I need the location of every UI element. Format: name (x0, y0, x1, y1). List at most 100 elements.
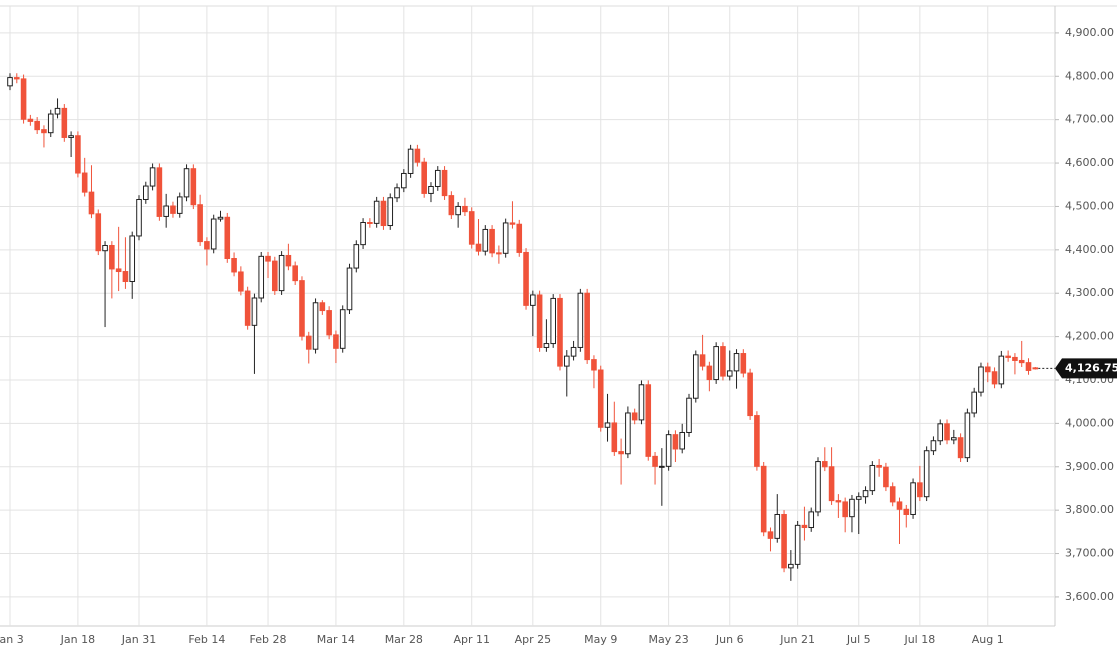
y-tick-label: 4,300.00 (1065, 286, 1114, 299)
candle-body (61, 107, 68, 138)
candle-body (760, 465, 767, 533)
candle-body (353, 244, 360, 269)
candle-body (740, 353, 747, 374)
candle-body (468, 211, 475, 245)
candle-body (380, 200, 387, 227)
candle-body (75, 135, 81, 174)
candle-body (794, 524, 801, 565)
candle-body (489, 228, 495, 254)
candle-body (292, 265, 298, 282)
candle-body (407, 148, 414, 174)
candle-body (706, 365, 713, 381)
candle-body (883, 466, 889, 488)
candle-body (896, 501, 903, 510)
candle-body (299, 280, 305, 337)
candle-body (1005, 355, 1011, 358)
y-tick-label: 3,700.00 (1065, 547, 1114, 560)
candle-body (645, 384, 652, 457)
candle-body (27, 118, 34, 122)
candle-body (136, 199, 142, 237)
candle-body (122, 271, 129, 283)
candle-body (1025, 362, 1032, 371)
candle-body (88, 191, 95, 215)
candle-body (563, 355, 570, 367)
candle-body (686, 397, 692, 433)
candle-body (319, 302, 326, 312)
candle-body (692, 354, 699, 399)
candle-body (855, 496, 862, 500)
candle-body (163, 205, 169, 217)
candle-body (20, 78, 27, 120)
candle-body (937, 423, 944, 442)
candle-body (720, 346, 726, 377)
candle-body (978, 366, 984, 393)
candle-body (441, 169, 448, 197)
candle-body (550, 297, 557, 345)
y-tick-label: 3,600.00 (1065, 590, 1114, 603)
candle-body (496, 252, 502, 255)
candle-body (54, 107, 61, 115)
candle-body (238, 271, 244, 292)
candle-body (272, 260, 278, 292)
candle-body (584, 292, 590, 361)
candle-body (502, 222, 509, 254)
x-tick-label: May 9 (584, 633, 617, 646)
candle-body (143, 185, 149, 201)
candle-body (557, 297, 563, 367)
candle-body (41, 129, 47, 134)
candle-body (767, 531, 774, 539)
candle-body (129, 235, 136, 283)
candle-body (869, 464, 876, 492)
x-tick-label: Feb 14 (188, 633, 225, 646)
candle-body (984, 366, 991, 373)
candle-body (672, 434, 679, 450)
candle-body (251, 297, 258, 326)
candle-body (774, 513, 781, 539)
candle-body (326, 310, 332, 336)
x-tick-label: Jun 6 (715, 633, 744, 646)
candle-body (781, 513, 787, 569)
candle-body (34, 120, 40, 131)
y-tick-label: 4,400.00 (1065, 243, 1114, 256)
y-tick-label: 3,800.00 (1065, 503, 1114, 516)
grid (0, 6, 1055, 626)
candle-body (176, 196, 183, 214)
candle-body (475, 243, 482, 252)
candle-body (570, 346, 577, 357)
x-tick-label: Jan 31 (121, 633, 156, 646)
x-tick-label: Jul 5 (846, 633, 871, 646)
candle-body (930, 440, 937, 452)
candle-body (95, 213, 102, 252)
y-tick-label: 4,500.00 (1065, 199, 1114, 212)
candle-body (115, 268, 122, 273)
candle-body (47, 113, 54, 134)
candle-body (7, 77, 13, 87)
candle-body (917, 482, 923, 498)
candle-body (625, 412, 631, 455)
candle-body (244, 290, 251, 326)
x-tick-label: Mar 14 (317, 633, 355, 646)
candle-body (373, 200, 380, 224)
candle-body (1032, 367, 1039, 370)
candle-body (13, 77, 20, 80)
candle-body (312, 302, 319, 350)
y-tick-label: 4,000.00 (1065, 416, 1114, 429)
x-tick-label: Jan 3 (0, 633, 24, 646)
candle-body (414, 148, 421, 163)
candle-body (258, 255, 265, 299)
candle-body (971, 391, 977, 414)
candle-body (346, 267, 353, 311)
candle-body (1018, 359, 1025, 364)
last-price-label: 4,126.75 (1065, 361, 1117, 374)
candle-body (190, 168, 197, 206)
candle-body (754, 415, 760, 467)
candle-body (339, 309, 346, 349)
candle-body (747, 372, 753, 417)
candle-body (156, 167, 163, 217)
candle-body (597, 369, 604, 428)
candle-body (333, 334, 339, 349)
candle-body (285, 254, 292, 267)
y-tick-label: 4,700.00 (1065, 113, 1114, 126)
x-tick-label: May 23 (649, 633, 689, 646)
